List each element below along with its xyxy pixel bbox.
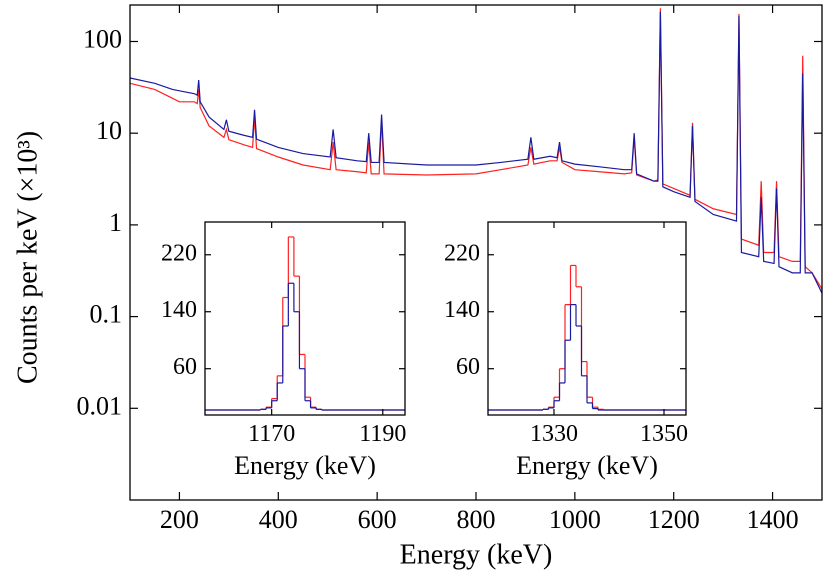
- spectrum-line: [130, 8, 822, 290]
- y-tick-label: 0.1: [90, 300, 123, 329]
- x-tick-label: 1170: [248, 421, 295, 447]
- y-tick-label: 140: [444, 297, 480, 323]
- x-tick-label: 200: [160, 505, 199, 534]
- x-tick-label: 400: [259, 505, 298, 534]
- series-group: [130, 8, 822, 294]
- y-tick-label: 1: [109, 208, 122, 237]
- x-axis-title: Energy (keV): [234, 451, 376, 480]
- x-axis-title: Energy (keV): [400, 540, 553, 571]
- x-axis-title: Energy (keV): [516, 451, 658, 480]
- y-tick-label: 60: [456, 354, 480, 380]
- spectrum-line: [130, 11, 822, 294]
- y-tick-label: 220: [161, 240, 197, 266]
- plot-frame: [204, 221, 406, 416]
- y-tick-label: 10: [96, 116, 122, 145]
- y-tick-label: 60: [173, 354, 197, 380]
- series-group: [205, 236, 405, 411]
- x-tick-label: 1000: [549, 505, 601, 534]
- y-tick-label: 140: [161, 297, 197, 323]
- x-tick-label: 1400: [747, 505, 799, 534]
- x-tick-label: 1350: [640, 421, 688, 447]
- y-tick-label: 220: [444, 240, 480, 266]
- series-group: [488, 264, 686, 411]
- y-axis-title: Counts per keV (×10³): [12, 131, 43, 384]
- x-tick-label: 1330: [530, 421, 578, 447]
- x-tick-label: 1200: [648, 505, 700, 534]
- x-tick-label: 800: [457, 505, 496, 534]
- plot-frame: [487, 221, 687, 416]
- x-tick-label: 600: [358, 505, 397, 534]
- y-tick-label: 100: [83, 24, 122, 53]
- x-tick-label: 1190: [359, 421, 406, 447]
- y-tick-label: 0.01: [77, 391, 123, 420]
